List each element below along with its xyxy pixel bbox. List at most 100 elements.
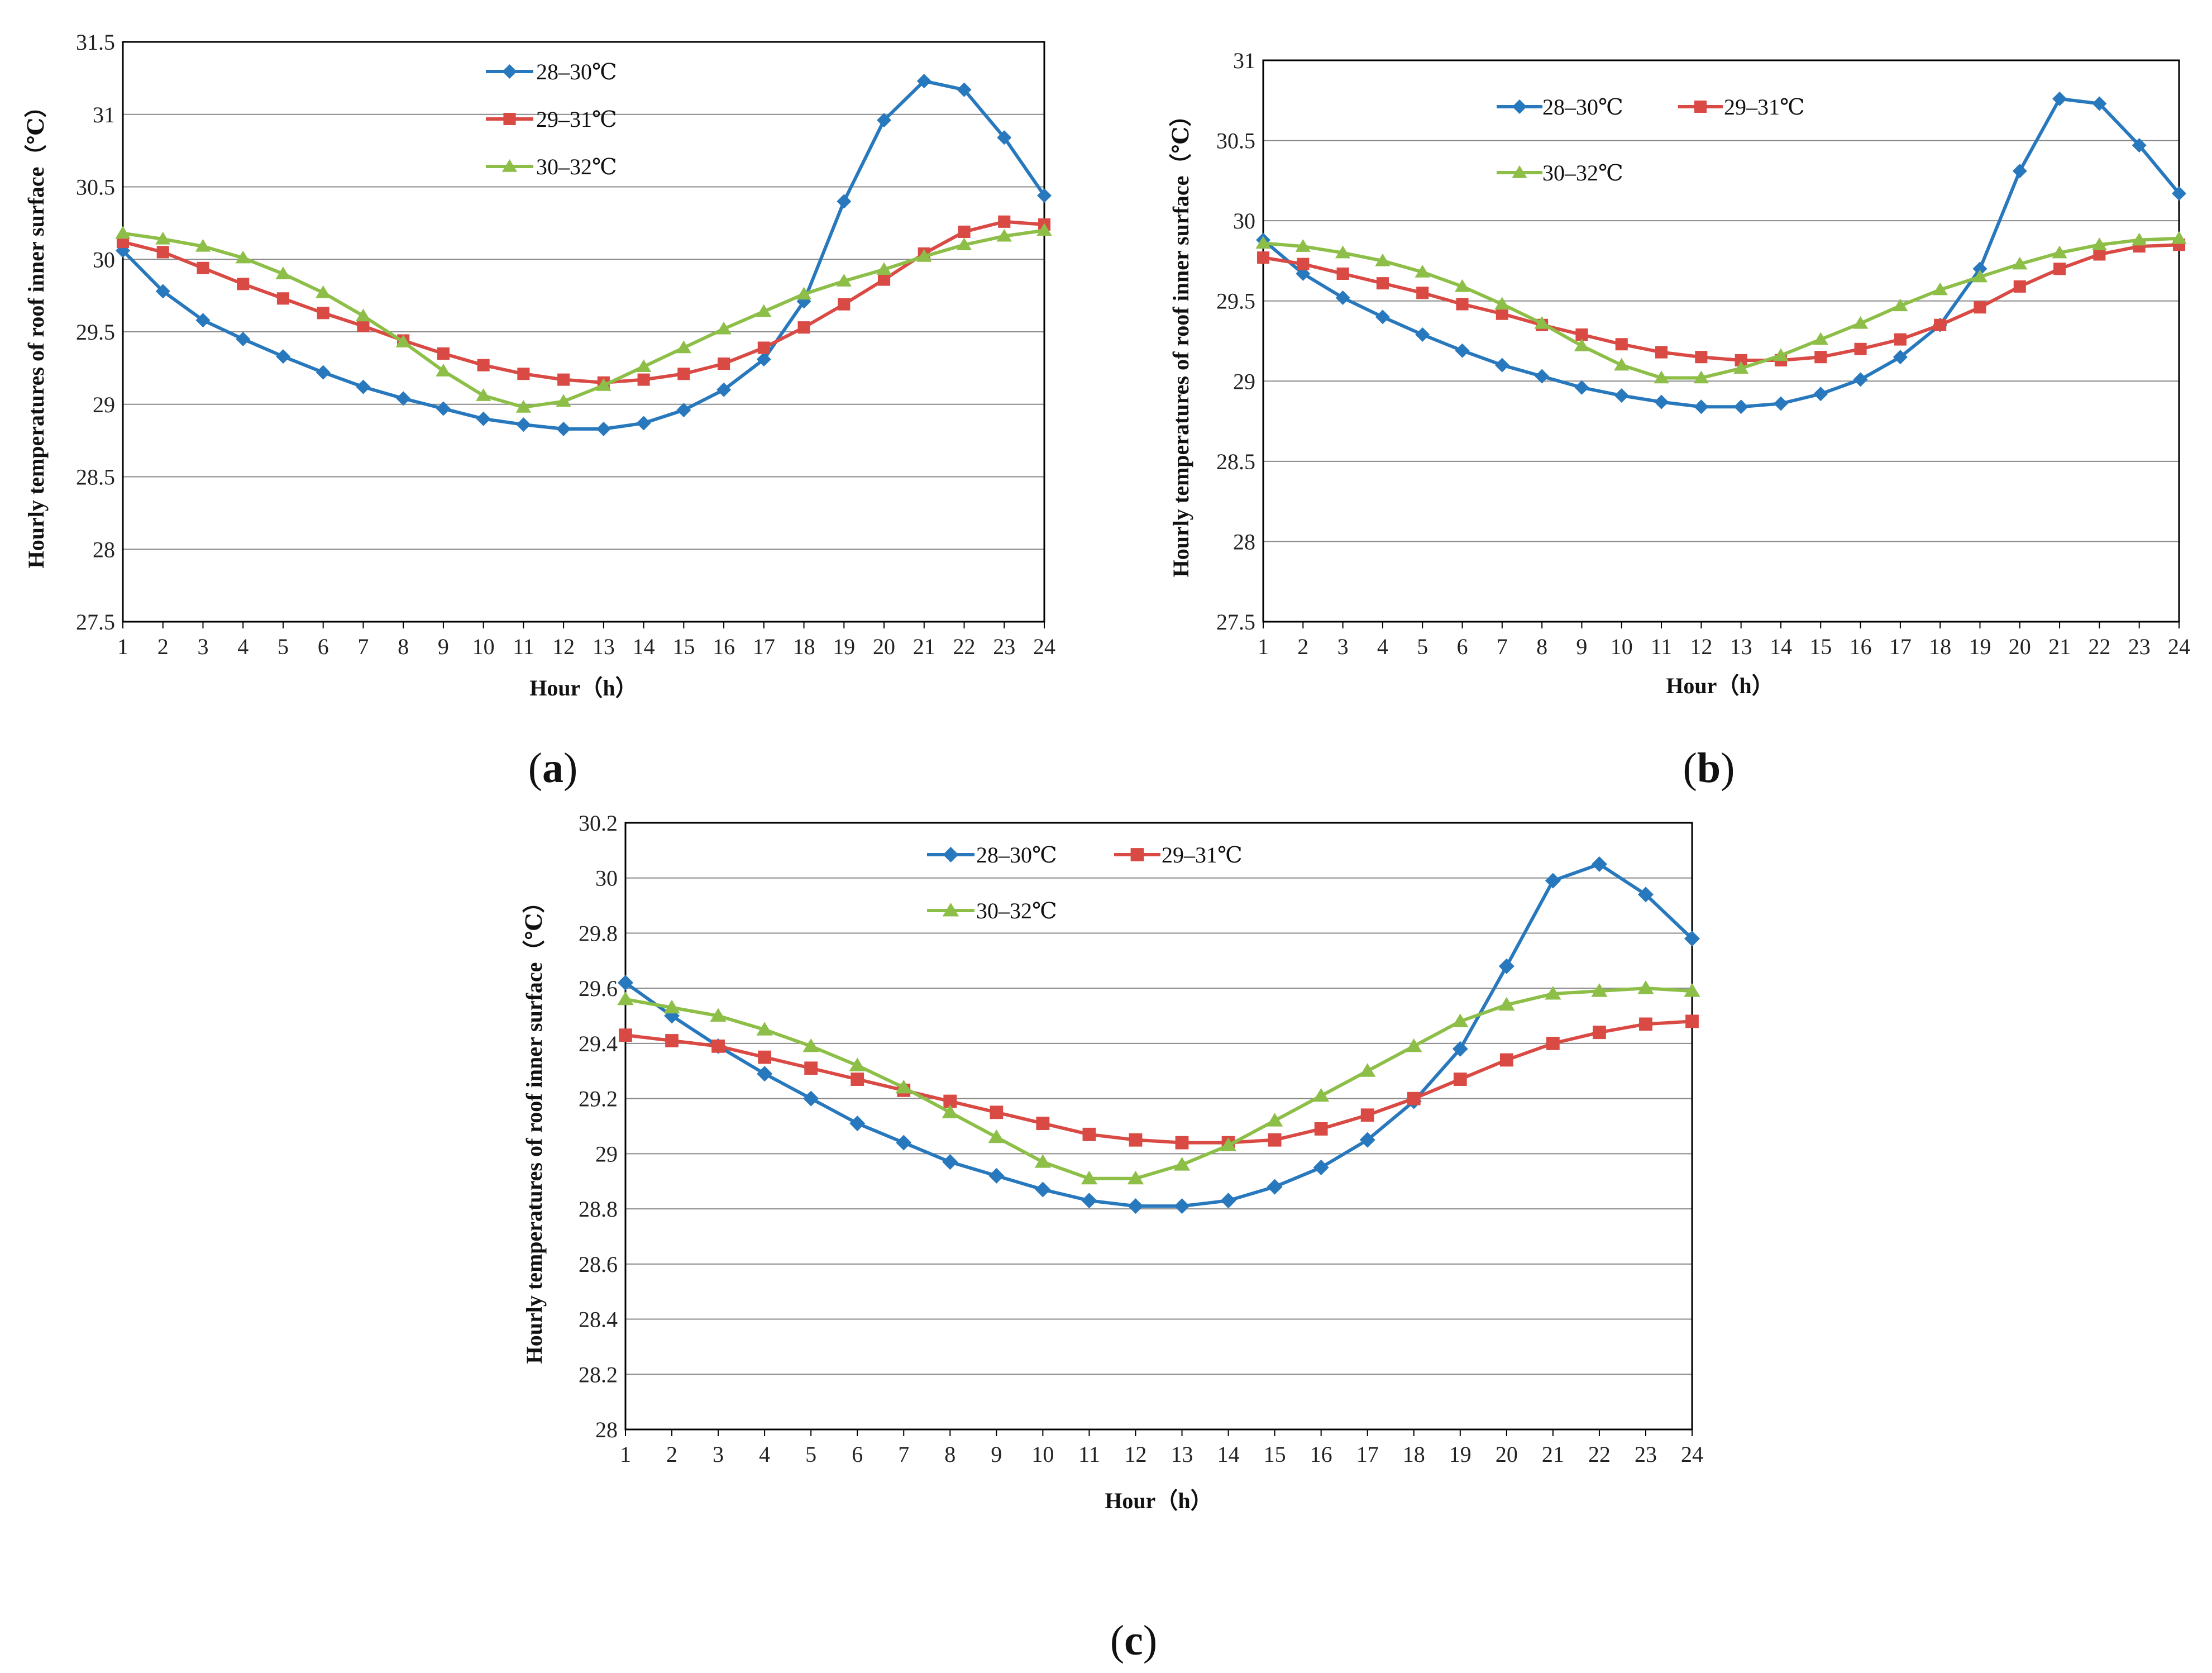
panel-c-point-28-30	[1035, 1181, 1051, 1198]
panel-b-point-29-31	[1974, 301, 1986, 314]
panel-a-x-tick-label: 18	[793, 634, 815, 659]
panel-b-legend-marker-30-32	[1512, 165, 1527, 178]
panel-a-point-30-32	[436, 364, 451, 376]
panel-a-point-28-30	[275, 349, 290, 364]
panel-a-x-tick-label: 14	[633, 634, 655, 659]
panel-b-caption-letter: b	[1697, 745, 1721, 792]
panel-a-point-28-30	[155, 284, 170, 299]
panel-c-point-30-32	[1684, 983, 1700, 997]
panel-c-point-30-32	[895, 1079, 912, 1094]
panel-a-point-30-32	[476, 388, 491, 401]
panel-c-point-28-30	[618, 975, 633, 991]
panel-c-point-28-30	[1220, 1193, 1236, 1209]
panel-b-y-tick-label: 29	[1233, 369, 1255, 394]
panel-b-point-28-30	[1375, 309, 1390, 325]
panel-a-point-28-30	[676, 403, 691, 418]
panel-a-point-28-30	[756, 352, 771, 367]
panel-a-point-29-31	[958, 225, 971, 238]
panel-b-x-tick-label: 11	[1651, 634, 1673, 659]
panel-b-point-29-31	[2053, 263, 2066, 275]
panel-c-point-30-32	[1266, 1113, 1283, 1127]
panel-b-x-tick-label: 12	[1690, 634, 1712, 659]
panel-b-point-28-30	[1335, 290, 1350, 305]
panel-c-point-29-31	[758, 1050, 772, 1064]
panel-c-point-30-32	[1591, 983, 1608, 997]
panel-b-x-tick-label: 17	[1889, 634, 1912, 659]
panel-b-point-29-31	[1496, 307, 1508, 320]
panel-a-point-30-32	[996, 228, 1012, 242]
panel-c-point-29-31	[1499, 1053, 1513, 1067]
panel-c-caption: (c)	[1110, 1617, 1157, 1664]
panel-c-y-tick-label: 29.8	[579, 921, 618, 946]
panel-a-point-30-32	[515, 399, 532, 413]
panel-c-legend-entry-30-32: 30–32℃	[927, 898, 1057, 923]
panel-a-gridlines	[123, 113, 1044, 550]
panel-a-point-29-31	[637, 373, 650, 386]
panel-b-point-30-32	[1733, 361, 1749, 374]
panel-c-x-tick-label: 10	[1031, 1442, 1054, 1467]
panel-a-y-axis-title: Hourly temperatures of roof inner surfac…	[23, 96, 49, 569]
panel-a-x-tick-label: 19	[833, 634, 855, 659]
panel-b-point-30-32	[1813, 332, 1828, 345]
panel-a-point-29-31	[718, 358, 730, 370]
panel-c-point-30-32	[1312, 1088, 1330, 1102]
panel-a-point-28-30	[516, 417, 531, 432]
panel-a-y-tick-label: 30.5	[76, 175, 115, 200]
panel-b-point-28-30	[2172, 186, 2186, 201]
panel-c-point-30-32	[1359, 1063, 1376, 1077]
panel-b-point-30-32	[1972, 269, 1988, 283]
panel-c-y-tick-label: 28.2	[579, 1362, 618, 1387]
panel-c-point-28-30	[896, 1135, 912, 1151]
panel-c-x-tick-label: 11	[1078, 1442, 1100, 1467]
panel-c-point-28-30	[1359, 1132, 1375, 1148]
panel-b-point-30-32	[1295, 239, 1311, 252]
panel-a-point-30-32	[235, 250, 251, 264]
panel-b-point-30-32	[1415, 265, 1430, 278]
panel-c-point-28-30	[1452, 1041, 1468, 1057]
panel-c-x-tick-label: 1	[620, 1442, 631, 1467]
panel-a-plot-area	[122, 41, 1045, 623]
panel-b-legend-marker-29-31	[1694, 100, 1707, 113]
panel-a-point-28-30	[837, 194, 852, 209]
panel-a-x-tick-label: 11	[513, 634, 534, 659]
panel-c-legend-marker-28-30	[943, 847, 959, 862]
panel-c-y-tick-label: 30.2	[579, 811, 618, 836]
panel-b-y-tick-label: 27.5	[1216, 609, 1255, 635]
panel-b-point-30-32	[1534, 316, 1550, 329]
panel-c-point-30-32	[1637, 980, 1654, 994]
panel-b-point-29-31	[1695, 351, 1708, 364]
panel-c-y-tick-label: 28.4	[579, 1307, 618, 1332]
panel-b-x-tick-label: 10	[1611, 634, 1633, 659]
panel-b-series-line-29-31	[1262, 243, 2181, 362]
panel-b-legend-label-30-32: 30–32℃	[1542, 160, 1623, 185]
panel-a-point-28-30	[556, 421, 571, 436]
panel-a-point-28-30	[236, 331, 251, 346]
panel-c-y-ticks: 28 28.2 28.4 28.6 28.8 29 29.2 29.4 29.6 29.8 30 30…	[579, 811, 618, 1442]
panel-c-plot-area	[624, 822, 1693, 1431]
panel-a-point-28-30	[997, 130, 1012, 145]
panel-a-legend: 28–30℃ 29–31℃ 30–32℃	[486, 59, 617, 179]
panel-a-x-tick-label: 5	[278, 634, 289, 659]
panel-a-point-28-30	[396, 391, 411, 406]
panel-a-legend-entry-30-32: 30–32℃	[486, 154, 617, 179]
panel-c-x-ticks: 1 2 3 4 5 6 7 8 9 10 11 12 13 14 15 16 17 18 19 20 21 22 23 24	[620, 1429, 1703, 1467]
panel-a-x-tick-label: 17	[753, 634, 775, 659]
panel-c-x-tick-label: 16	[1310, 1442, 1332, 1467]
panel-c-x-tick-label: 20	[1496, 1442, 1518, 1467]
panel-b-point-28-30	[1654, 394, 1669, 409]
panel-b-point-29-31	[2013, 280, 2026, 293]
panel-c-point-28-30	[1174, 1198, 1190, 1214]
panel-c-point-28-30	[1313, 1160, 1329, 1176]
panel-c-x-tick-label: 7	[898, 1442, 909, 1467]
panel-b-point-28-30	[1853, 372, 1868, 387]
panel-a-x-ticks: 1 2 3 4 5 6 7 8 9 10 11 12 13 14 15 16 17 18 19 20 21 22 23 24	[117, 622, 1055, 659]
panel-b-point-28-30	[1733, 399, 1748, 414]
panel-c-point-30-32	[988, 1129, 1005, 1143]
panel-b-x-tick-label: 9	[1576, 634, 1587, 659]
panel-b-point-30-32	[1574, 339, 1590, 351]
panel-b-point-28-30	[1574, 380, 1589, 395]
panel-a-y-tick-label: 27.5	[76, 609, 115, 635]
panel-c-x-tick-label: 17	[1356, 1442, 1379, 1467]
panel-c-gridlines	[625, 877, 1692, 1375]
panel-a-y-tick-label: 28	[93, 537, 115, 562]
